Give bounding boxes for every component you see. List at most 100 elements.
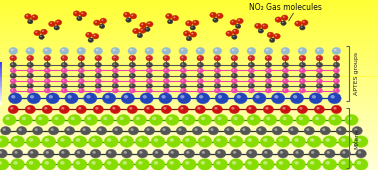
Circle shape [181,74,183,76]
Circle shape [62,69,64,71]
Circle shape [96,127,107,135]
Bar [0,57,378,58]
Circle shape [127,105,138,114]
Circle shape [264,151,268,154]
Circle shape [68,115,81,125]
Circle shape [259,30,261,31]
Circle shape [291,136,305,147]
Circle shape [92,33,99,39]
Circle shape [86,95,91,98]
Circle shape [26,15,28,16]
Bar [0,132,378,133]
Bar [0,0,378,1]
Circle shape [232,35,237,39]
Bar [0,101,2,103]
Circle shape [73,11,80,16]
Circle shape [29,20,30,22]
Circle shape [330,95,335,98]
Circle shape [265,62,271,67]
Circle shape [108,151,112,154]
Circle shape [26,159,40,170]
Circle shape [135,136,149,147]
Circle shape [96,84,98,86]
Circle shape [299,88,305,93]
Circle shape [10,107,14,110]
Circle shape [333,83,340,89]
Circle shape [164,80,166,81]
Circle shape [52,115,65,125]
Circle shape [121,149,132,158]
Circle shape [247,47,256,55]
Bar [0,7,378,8]
Circle shape [147,80,149,81]
Circle shape [0,138,2,142]
Circle shape [11,80,13,81]
Bar [0,67,378,68]
Circle shape [10,73,17,78]
Circle shape [335,56,336,58]
Circle shape [354,159,368,170]
Circle shape [45,69,47,71]
Bar [0,110,378,112]
Bar [0,109,378,110]
Circle shape [249,89,251,91]
Circle shape [267,32,274,38]
Bar [0,33,378,34]
Circle shape [180,95,184,98]
Bar [0,71,378,72]
Circle shape [186,151,189,154]
Circle shape [333,62,340,67]
Circle shape [167,159,181,170]
Circle shape [248,88,254,93]
Bar [0,73,2,75]
Bar [0,128,378,129]
Circle shape [19,128,22,131]
Circle shape [33,16,35,18]
Circle shape [263,115,277,125]
Circle shape [231,149,242,158]
Circle shape [163,62,169,67]
Circle shape [14,151,18,154]
Circle shape [130,84,132,86]
Circle shape [176,127,187,135]
Circle shape [211,13,213,15]
Circle shape [45,161,49,165]
Bar [0,136,378,137]
Circle shape [358,151,361,154]
Circle shape [34,30,40,36]
Circle shape [234,93,247,104]
Circle shape [282,22,284,23]
Circle shape [5,117,10,120]
Circle shape [11,56,13,58]
Circle shape [230,47,239,55]
Circle shape [88,159,102,170]
Circle shape [214,73,221,78]
Circle shape [215,63,217,65]
Circle shape [310,138,314,142]
Circle shape [22,117,26,120]
Bar [0,77,2,79]
Circle shape [152,117,156,120]
Circle shape [180,88,186,93]
Circle shape [11,159,25,170]
Circle shape [112,55,119,61]
Bar [0,52,378,54]
Circle shape [11,95,15,98]
Bar [0,68,378,69]
Circle shape [266,56,268,58]
Circle shape [333,73,340,78]
Circle shape [296,22,298,24]
Circle shape [300,49,302,51]
Bar [0,162,378,163]
Circle shape [197,62,203,67]
Bar [0,62,378,64]
Circle shape [50,22,52,24]
Circle shape [328,93,341,104]
Bar [0,47,378,48]
Circle shape [90,149,101,158]
Circle shape [10,88,16,93]
Circle shape [230,20,237,25]
Circle shape [249,74,251,76]
Circle shape [129,107,133,110]
Circle shape [95,107,99,110]
